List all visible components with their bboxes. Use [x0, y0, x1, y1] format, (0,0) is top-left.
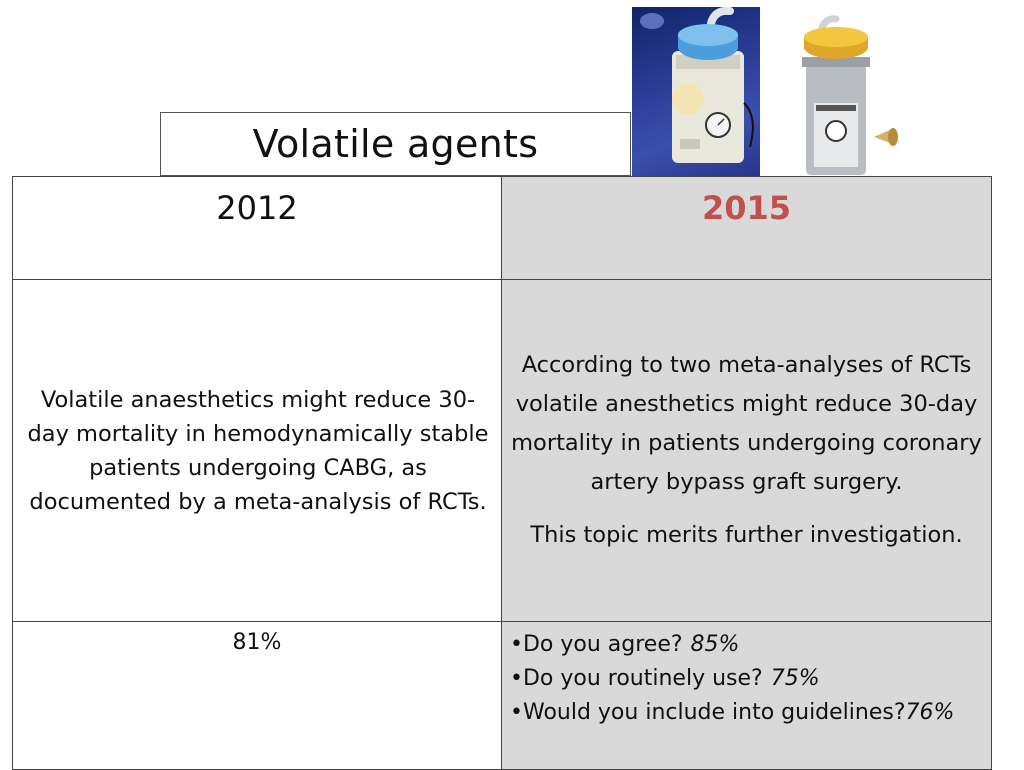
- survey-question: •Do you routinely use?: [510, 666, 763, 691]
- statement-2015-main: According to two meta-analyses of RCTs v…: [511, 352, 982, 495]
- result-2012: 81%: [12, 621, 502, 770]
- survey-item-guidelines: •Would you include into guidelines?76%: [510, 696, 991, 730]
- volatile-agent-device-photo-blue: [632, 7, 760, 177]
- survey-question: •Do you agree?: [510, 632, 683, 657]
- comparison-table: 2012 2015 Volatile anaesthetics might re…: [12, 176, 992, 770]
- table-result-row: 81% •Do you agree? 85% •Do you routinely …: [12, 621, 992, 770]
- survey-question: •Would you include into guidelines?: [510, 700, 906, 725]
- table-statement-row: Volatile anaesthetics might reduce 30-da…: [12, 279, 992, 622]
- volatile-agent-device-photo-yellow: [762, 7, 930, 177]
- header-2015: 2015: [501, 176, 992, 280]
- header-2012: 2012: [12, 176, 502, 280]
- slide-title: Volatile agents: [160, 112, 631, 176]
- survey-2015: •Do you agree? 85% •Do you routinely use?…: [501, 621, 992, 770]
- survey-item-agree: •Do you agree? 85%: [510, 628, 991, 662]
- survey-value: 85%: [690, 632, 740, 657]
- survey-item-routine-use: •Do you routinely use? 75%: [510, 662, 991, 696]
- statement-2015-note: This topic merits further investigation.: [530, 522, 963, 548]
- table-header-row: 2012 2015: [12, 176, 992, 280]
- survey-value: 76%: [905, 700, 955, 725]
- statement-2012: Volatile anaesthetics might reduce 30-da…: [12, 279, 502, 622]
- statement-2015: According to two meta-analyses of RCTs v…: [501, 279, 992, 622]
- survey-value: 75%: [770, 666, 820, 691]
